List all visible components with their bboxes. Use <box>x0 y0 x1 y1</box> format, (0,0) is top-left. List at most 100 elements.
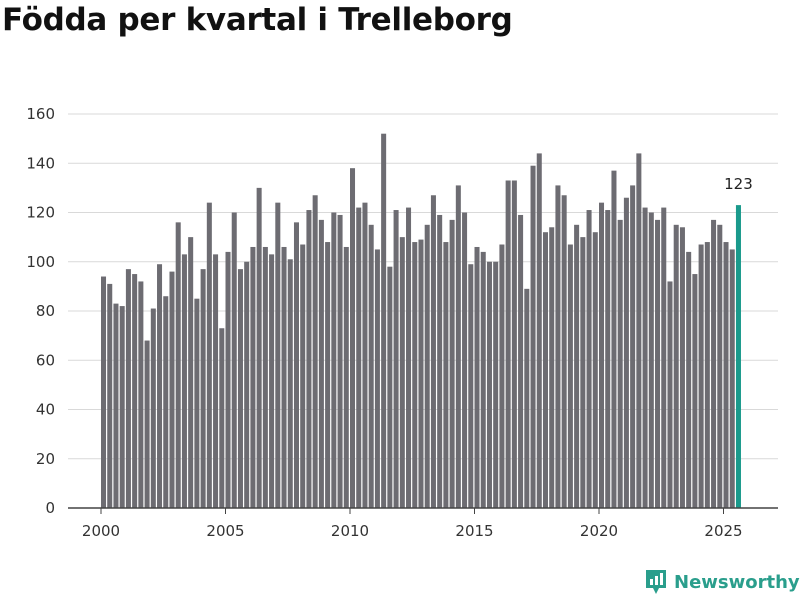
bar <box>275 202 281 508</box>
y-tick-label: 140 <box>26 154 55 172</box>
bar <box>536 153 542 508</box>
highlighted-bar <box>735 205 741 509</box>
bar <box>667 281 673 508</box>
bar <box>125 269 131 508</box>
bar <box>350 168 356 509</box>
bar <box>623 197 629 508</box>
y-tick-label: 100 <box>26 253 55 271</box>
y-tick-label: 40 <box>36 401 55 419</box>
bar <box>530 165 536 508</box>
x-tick-label: 2015 <box>455 522 493 540</box>
bar <box>480 251 486 508</box>
bar <box>300 244 306 508</box>
y-tick-label: 80 <box>36 302 55 320</box>
bar <box>511 180 517 509</box>
bar <box>605 210 611 508</box>
bar <box>679 227 685 508</box>
bar <box>499 244 505 508</box>
bar <box>157 264 163 508</box>
bar <box>206 202 212 508</box>
bar <box>387 266 393 508</box>
bar <box>592 232 598 508</box>
bar <box>306 210 312 508</box>
bar <box>611 170 617 508</box>
y-tick-label: 120 <box>26 204 55 222</box>
bar <box>518 214 524 508</box>
bar <box>374 249 380 508</box>
bar <box>244 261 250 508</box>
bar <box>113 303 119 508</box>
bar <box>542 232 548 508</box>
bar <box>343 246 349 508</box>
bar <box>175 222 181 508</box>
bar <box>599 202 605 508</box>
highlight-value-label: 123 <box>724 175 753 193</box>
bar <box>237 269 243 508</box>
newsworthy-logo[interactable]: Newsworthy <box>644 568 800 596</box>
bar <box>138 281 144 508</box>
bar <box>169 271 175 508</box>
bar <box>692 274 698 508</box>
bar <box>368 224 374 508</box>
bar <box>418 239 424 508</box>
bar <box>287 259 293 508</box>
bar <box>269 254 275 508</box>
bar <box>723 242 729 509</box>
bar <box>412 242 418 509</box>
bar <box>213 254 219 508</box>
bar <box>574 224 580 508</box>
bar <box>150 308 156 508</box>
bar <box>549 227 555 508</box>
bar <box>337 214 343 508</box>
x-tick-label: 2000 <box>82 522 120 540</box>
bar <box>717 224 723 508</box>
bar <box>293 222 299 508</box>
bar <box>443 242 449 509</box>
bar <box>486 261 492 508</box>
x-tick-label: 2020 <box>580 522 618 540</box>
bar <box>555 185 561 508</box>
bar <box>704 242 710 509</box>
bar <box>617 219 623 508</box>
bar <box>455 185 461 508</box>
bar <box>262 246 268 508</box>
bar <box>729 249 735 508</box>
bar <box>524 288 530 508</box>
bar <box>642 207 648 508</box>
bar <box>132 274 138 508</box>
bar <box>393 210 399 508</box>
bar <box>686 251 692 508</box>
bar <box>648 212 654 508</box>
bar <box>200 269 206 508</box>
bar <box>144 340 150 508</box>
bar <box>630 185 636 508</box>
x-tick-label: 2010 <box>331 522 369 540</box>
bar <box>505 180 511 509</box>
bar <box>331 212 337 508</box>
y-tick-label: 60 <box>36 351 55 369</box>
y-tick-label: 160 <box>26 105 55 123</box>
bar <box>493 261 499 508</box>
newsworthy-logo-text: Newsworthy <box>674 571 800 593</box>
bar <box>101 276 107 508</box>
bar <box>119 306 125 508</box>
bar <box>437 214 443 508</box>
x-tick-label: 2005 <box>206 522 244 540</box>
bar <box>468 264 474 508</box>
bar <box>163 296 169 508</box>
bar <box>698 244 704 508</box>
y-tick-label: 20 <box>36 450 55 468</box>
bar <box>281 246 287 508</box>
bar <box>219 328 225 508</box>
newsworthy-logo-icon <box>646 570 666 594</box>
bar <box>225 251 231 508</box>
bar <box>462 212 468 508</box>
bar <box>586 210 592 508</box>
chart-title: Födda per kvartal i Trelleborg <box>2 2 513 38</box>
bar <box>561 195 567 508</box>
bar <box>312 195 318 508</box>
bar <box>194 298 200 508</box>
bar <box>474 246 480 508</box>
bar <box>424 224 430 508</box>
